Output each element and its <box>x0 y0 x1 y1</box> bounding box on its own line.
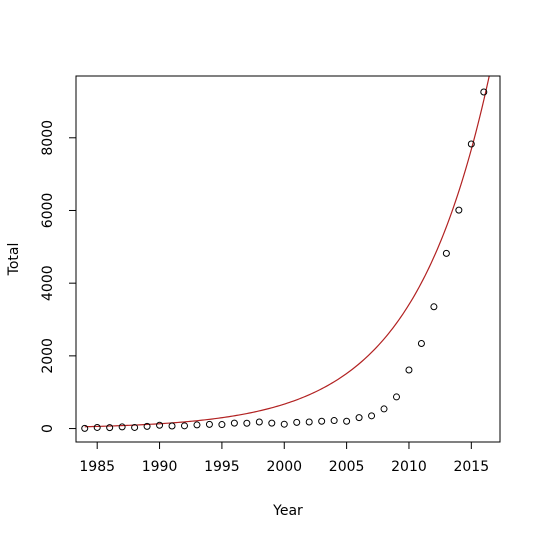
data-point <box>293 418 301 426</box>
y-tick-label: 2000 <box>40 338 56 374</box>
data-point <box>368 412 376 420</box>
data-point <box>318 417 326 425</box>
data-point <box>343 417 351 425</box>
x-tick-label: 2005 <box>329 459 365 475</box>
exponential-fit-line <box>84 75 490 428</box>
data-point <box>218 421 226 429</box>
data-point <box>417 340 425 348</box>
x-axis-ticks: 1985 1990 1995 2000 2005 2010 2015 <box>79 441 489 475</box>
x-tick-label: 2015 <box>453 459 489 475</box>
data-point <box>355 414 363 422</box>
x-tick-label: 1990 <box>142 459 178 475</box>
y-axis-ticks: 0 2000 4000 6000 8000 <box>40 120 77 433</box>
data-point <box>405 366 413 374</box>
data-point <box>131 423 139 431</box>
y-tick-label: 8000 <box>40 120 56 156</box>
data-point <box>268 419 276 427</box>
data-point <box>430 303 438 311</box>
x-tick-label: 1985 <box>79 459 115 475</box>
data-point <box>280 420 288 428</box>
data-point <box>243 419 251 427</box>
data-point <box>480 88 488 96</box>
data-point <box>467 140 475 148</box>
data-point <box>156 421 164 429</box>
data-point <box>255 418 263 426</box>
plot-frame <box>75 75 501 443</box>
data-point <box>205 420 213 428</box>
data-point <box>305 418 313 426</box>
x-axis-label: Year <box>272 503 303 519</box>
data-point <box>392 393 400 401</box>
data-point <box>81 424 89 432</box>
y-tick-label: 0 <box>40 424 56 433</box>
data-point <box>180 422 188 430</box>
data-point <box>106 424 114 432</box>
data-point <box>455 206 463 214</box>
data-point <box>380 405 388 413</box>
data-point <box>93 423 101 431</box>
data-points <box>81 88 488 432</box>
y-tick-label: 6000 <box>40 193 56 229</box>
y-tick-label: 4000 <box>40 265 56 301</box>
x-tick-label: 2010 <box>391 459 427 475</box>
data-point <box>118 423 126 431</box>
y-axis-label: Total <box>6 243 22 277</box>
data-point <box>168 422 176 430</box>
data-point <box>330 417 338 425</box>
x-tick-label: 2000 <box>266 459 302 475</box>
data-point <box>193 421 201 429</box>
data-point <box>442 249 450 257</box>
data-point <box>230 419 238 427</box>
data-point <box>143 422 151 430</box>
x-tick-label: 1995 <box>204 459 240 475</box>
